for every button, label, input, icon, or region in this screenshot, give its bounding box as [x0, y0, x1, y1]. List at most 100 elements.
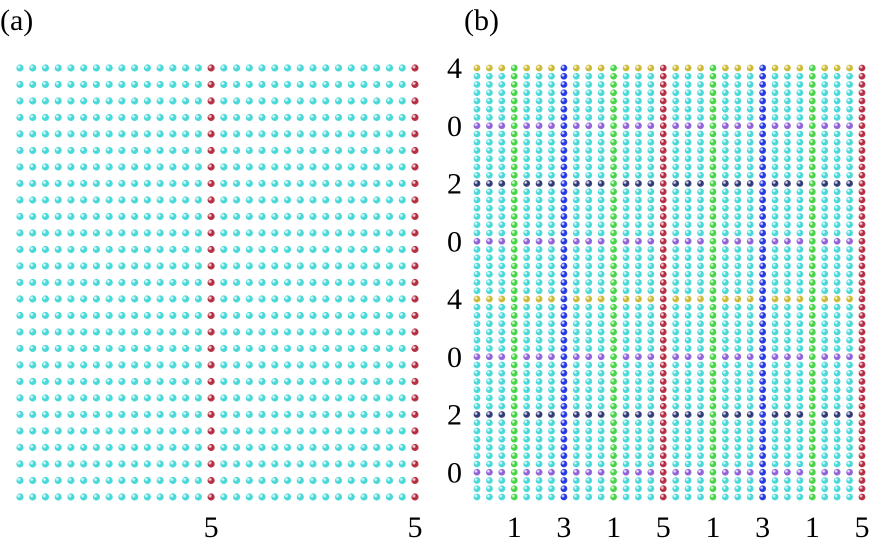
lattice-site-cyan — [182, 179, 190, 188]
lattice-site-cyan — [360, 196, 368, 204]
lattice-site-cyan — [833, 336, 841, 344]
lattice-site-cyan — [523, 213, 531, 220]
lattice-site-cyan — [41, 328, 50, 336]
lattice-site-purple — [784, 122, 791, 130]
lattice-site-cyan — [796, 155, 804, 163]
lattice-site-cyan — [697, 81, 704, 88]
lattice-site-yellow — [746, 64, 754, 72]
lattice-site-purple — [622, 468, 630, 476]
lattice-site-red — [858, 485, 866, 493]
lattice-site-cyan — [373, 443, 381, 452]
lattice-site-cyan — [29, 460, 37, 468]
lattice-site-cyan — [473, 188, 481, 196]
lattice-site-cyan — [784, 81, 791, 88]
lattice-site-cyan — [473, 435, 481, 443]
lattice-site-red — [207, 377, 215, 386]
lattice-site-cyan — [486, 402, 493, 410]
lattice-site-cyan — [647, 477, 655, 484]
lattice-site-cyan — [635, 427, 642, 435]
lattice-site-cyan — [80, 410, 88, 419]
lattice-site-cyan — [258, 344, 266, 353]
lattice-site-purple — [771, 122, 779, 130]
lattice-site-cyan — [721, 369, 729, 377]
lattice-site-cyan — [684, 114, 692, 121]
lattice-site-cyan — [169, 64, 177, 72]
lattice-site-cyan — [398, 460, 406, 468]
lattice-site-cyan — [622, 163, 630, 171]
lattice-site-cyan — [131, 427, 139, 435]
lattice-site-cyan — [498, 155, 506, 163]
lattice-site-red — [858, 386, 866, 394]
lattice-site-cyan — [473, 204, 481, 212]
lattice-site-cyan — [194, 229, 202, 237]
lattice-site-red — [659, 89, 667, 97]
lattice-site-cyan — [296, 476, 304, 485]
lattice-site-cyan — [486, 262, 493, 270]
lattice-site-red — [207, 328, 215, 336]
lattice-site-cyan — [486, 427, 493, 435]
lattice-site-cyan — [684, 287, 692, 295]
lattice-site-cyan — [523, 254, 531, 262]
lattice-site-green — [808, 485, 816, 493]
lattice-site-cyan — [523, 270, 531, 278]
lattice-site-cyan — [548, 196, 555, 204]
lattice-site-green — [709, 361, 717, 369]
lattice-site-cyan — [771, 345, 779, 352]
lattice-site-cyan — [684, 89, 692, 97]
lattice-site-cyan — [647, 246, 655, 253]
lattice-site-cyan — [258, 80, 266, 89]
lattice-site-cyan — [846, 369, 853, 377]
lattice-site-red — [659, 402, 667, 410]
lattice-site-cyan — [29, 130, 37, 138]
lattice-site-cyan — [548, 246, 555, 253]
lattice-site-cyan — [784, 312, 791, 319]
lattice-site-cyan — [535, 105, 543, 113]
lattice-site-cyan — [360, 410, 368, 419]
lattice-site-cyan — [258, 278, 266, 287]
lattice-site-red — [659, 493, 667, 501]
lattice-site-cyan — [92, 212, 101, 221]
lattice-site-cyan — [548, 460, 555, 468]
lattice-site-green — [808, 427, 816, 435]
lattice-site-cyan — [672, 394, 680, 402]
lattice-site-cyan — [597, 312, 605, 319]
lattice-site-cyan — [245, 410, 253, 419]
lattice-site-red — [411, 443, 419, 452]
lattice-site-cyan — [41, 493, 50, 501]
lattice-site-cyan — [271, 80, 279, 89]
lattice-site-cyan — [821, 361, 829, 369]
lattice-site-cyan — [143, 97, 152, 105]
lattice-site-cyan — [143, 196, 152, 204]
lattice-site-cyan — [143, 493, 152, 501]
lattice-site-cyan — [54, 410, 62, 419]
lattice-site-blue — [759, 171, 767, 179]
lattice-site-cyan — [672, 138, 680, 146]
lattice-site-purple — [572, 122, 580, 130]
lattice-site-cyan — [220, 229, 228, 237]
lattice-site-cyan — [523, 171, 531, 179]
lattice-site-purple — [585, 468, 593, 476]
lattice-site-green — [808, 89, 816, 97]
lattice-site-cyan — [41, 344, 50, 353]
lattice-site-green — [808, 279, 816, 286]
lattice-site-green — [610, 105, 618, 113]
lattice-site-cyan — [535, 460, 543, 468]
lattice-site-cyan — [105, 328, 113, 336]
lattice-site-green — [510, 147, 518, 154]
lattice-site-cyan — [746, 328, 754, 336]
lattice-site-yellow — [734, 295, 742, 303]
lattice-site-cyan — [535, 97, 543, 105]
lattice-site-cyan — [697, 435, 704, 443]
lattice-site-cyan — [143, 262, 152, 270]
lattice-site-cyan — [846, 312, 853, 319]
lattice-site-cyan — [572, 221, 580, 229]
lattice-site-cyan — [498, 213, 506, 220]
lattice-site-red — [659, 171, 667, 179]
lattice-site-cyan — [182, 410, 190, 419]
lattice-site-cyan — [734, 279, 742, 286]
lattice-site-cyan — [54, 295, 62, 303]
lattice-site-cyan — [41, 163, 50, 171]
lattice-site-cyan — [385, 262, 394, 270]
lattice-site-cyan — [585, 163, 593, 171]
lattice-site-cyan — [373, 163, 381, 171]
